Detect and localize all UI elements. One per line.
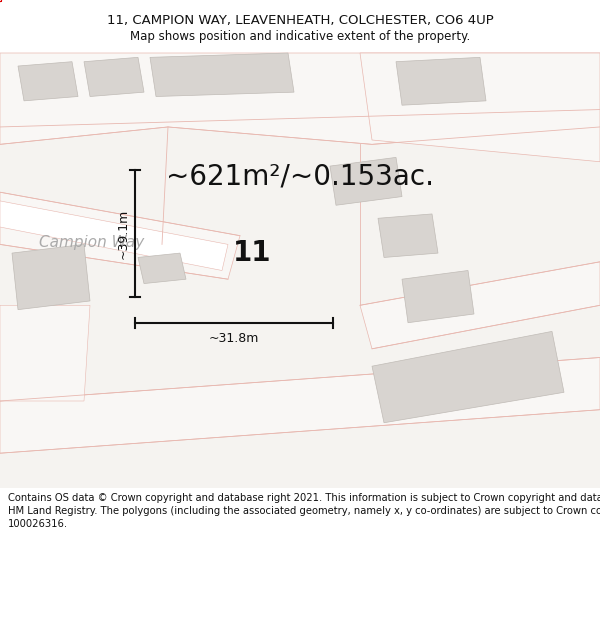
Text: 11, CAMPION WAY, LEAVENHEATH, COLCHESTER, CO6 4UP: 11, CAMPION WAY, LEAVENHEATH, COLCHESTER… <box>107 14 493 27</box>
Polygon shape <box>378 214 438 258</box>
Text: ~621m²/~0.153ac.: ~621m²/~0.153ac. <box>166 163 434 191</box>
Polygon shape <box>150 53 294 96</box>
Polygon shape <box>0 357 600 453</box>
Polygon shape <box>18 62 78 101</box>
Polygon shape <box>0 201 228 271</box>
Text: ~31.8m: ~31.8m <box>209 332 259 345</box>
Text: Map shows position and indicative extent of the property.: Map shows position and indicative extent… <box>130 30 470 43</box>
Polygon shape <box>0 53 600 144</box>
Polygon shape <box>360 262 600 349</box>
Polygon shape <box>138 253 186 284</box>
Text: ~39.1m: ~39.1m <box>116 208 130 259</box>
Text: 11: 11 <box>233 239 271 267</box>
Bar <box>0 53 600 488</box>
Polygon shape <box>396 58 486 105</box>
Polygon shape <box>372 331 564 422</box>
Text: Contains OS data © Crown copyright and database right 2021. This information is : Contains OS data © Crown copyright and d… <box>8 493 600 503</box>
Polygon shape <box>360 53 600 162</box>
Polygon shape <box>402 271 474 322</box>
Text: Campion Way: Campion Way <box>39 235 144 250</box>
Polygon shape <box>12 244 90 309</box>
Polygon shape <box>0 192 240 279</box>
Text: 100026316.: 100026316. <box>8 519 68 529</box>
Polygon shape <box>84 58 144 96</box>
Polygon shape <box>0 305 90 401</box>
Text: HM Land Registry. The polygons (including the associated geometry, namely x, y c: HM Land Registry. The polygons (includin… <box>8 506 600 516</box>
Polygon shape <box>330 158 402 205</box>
